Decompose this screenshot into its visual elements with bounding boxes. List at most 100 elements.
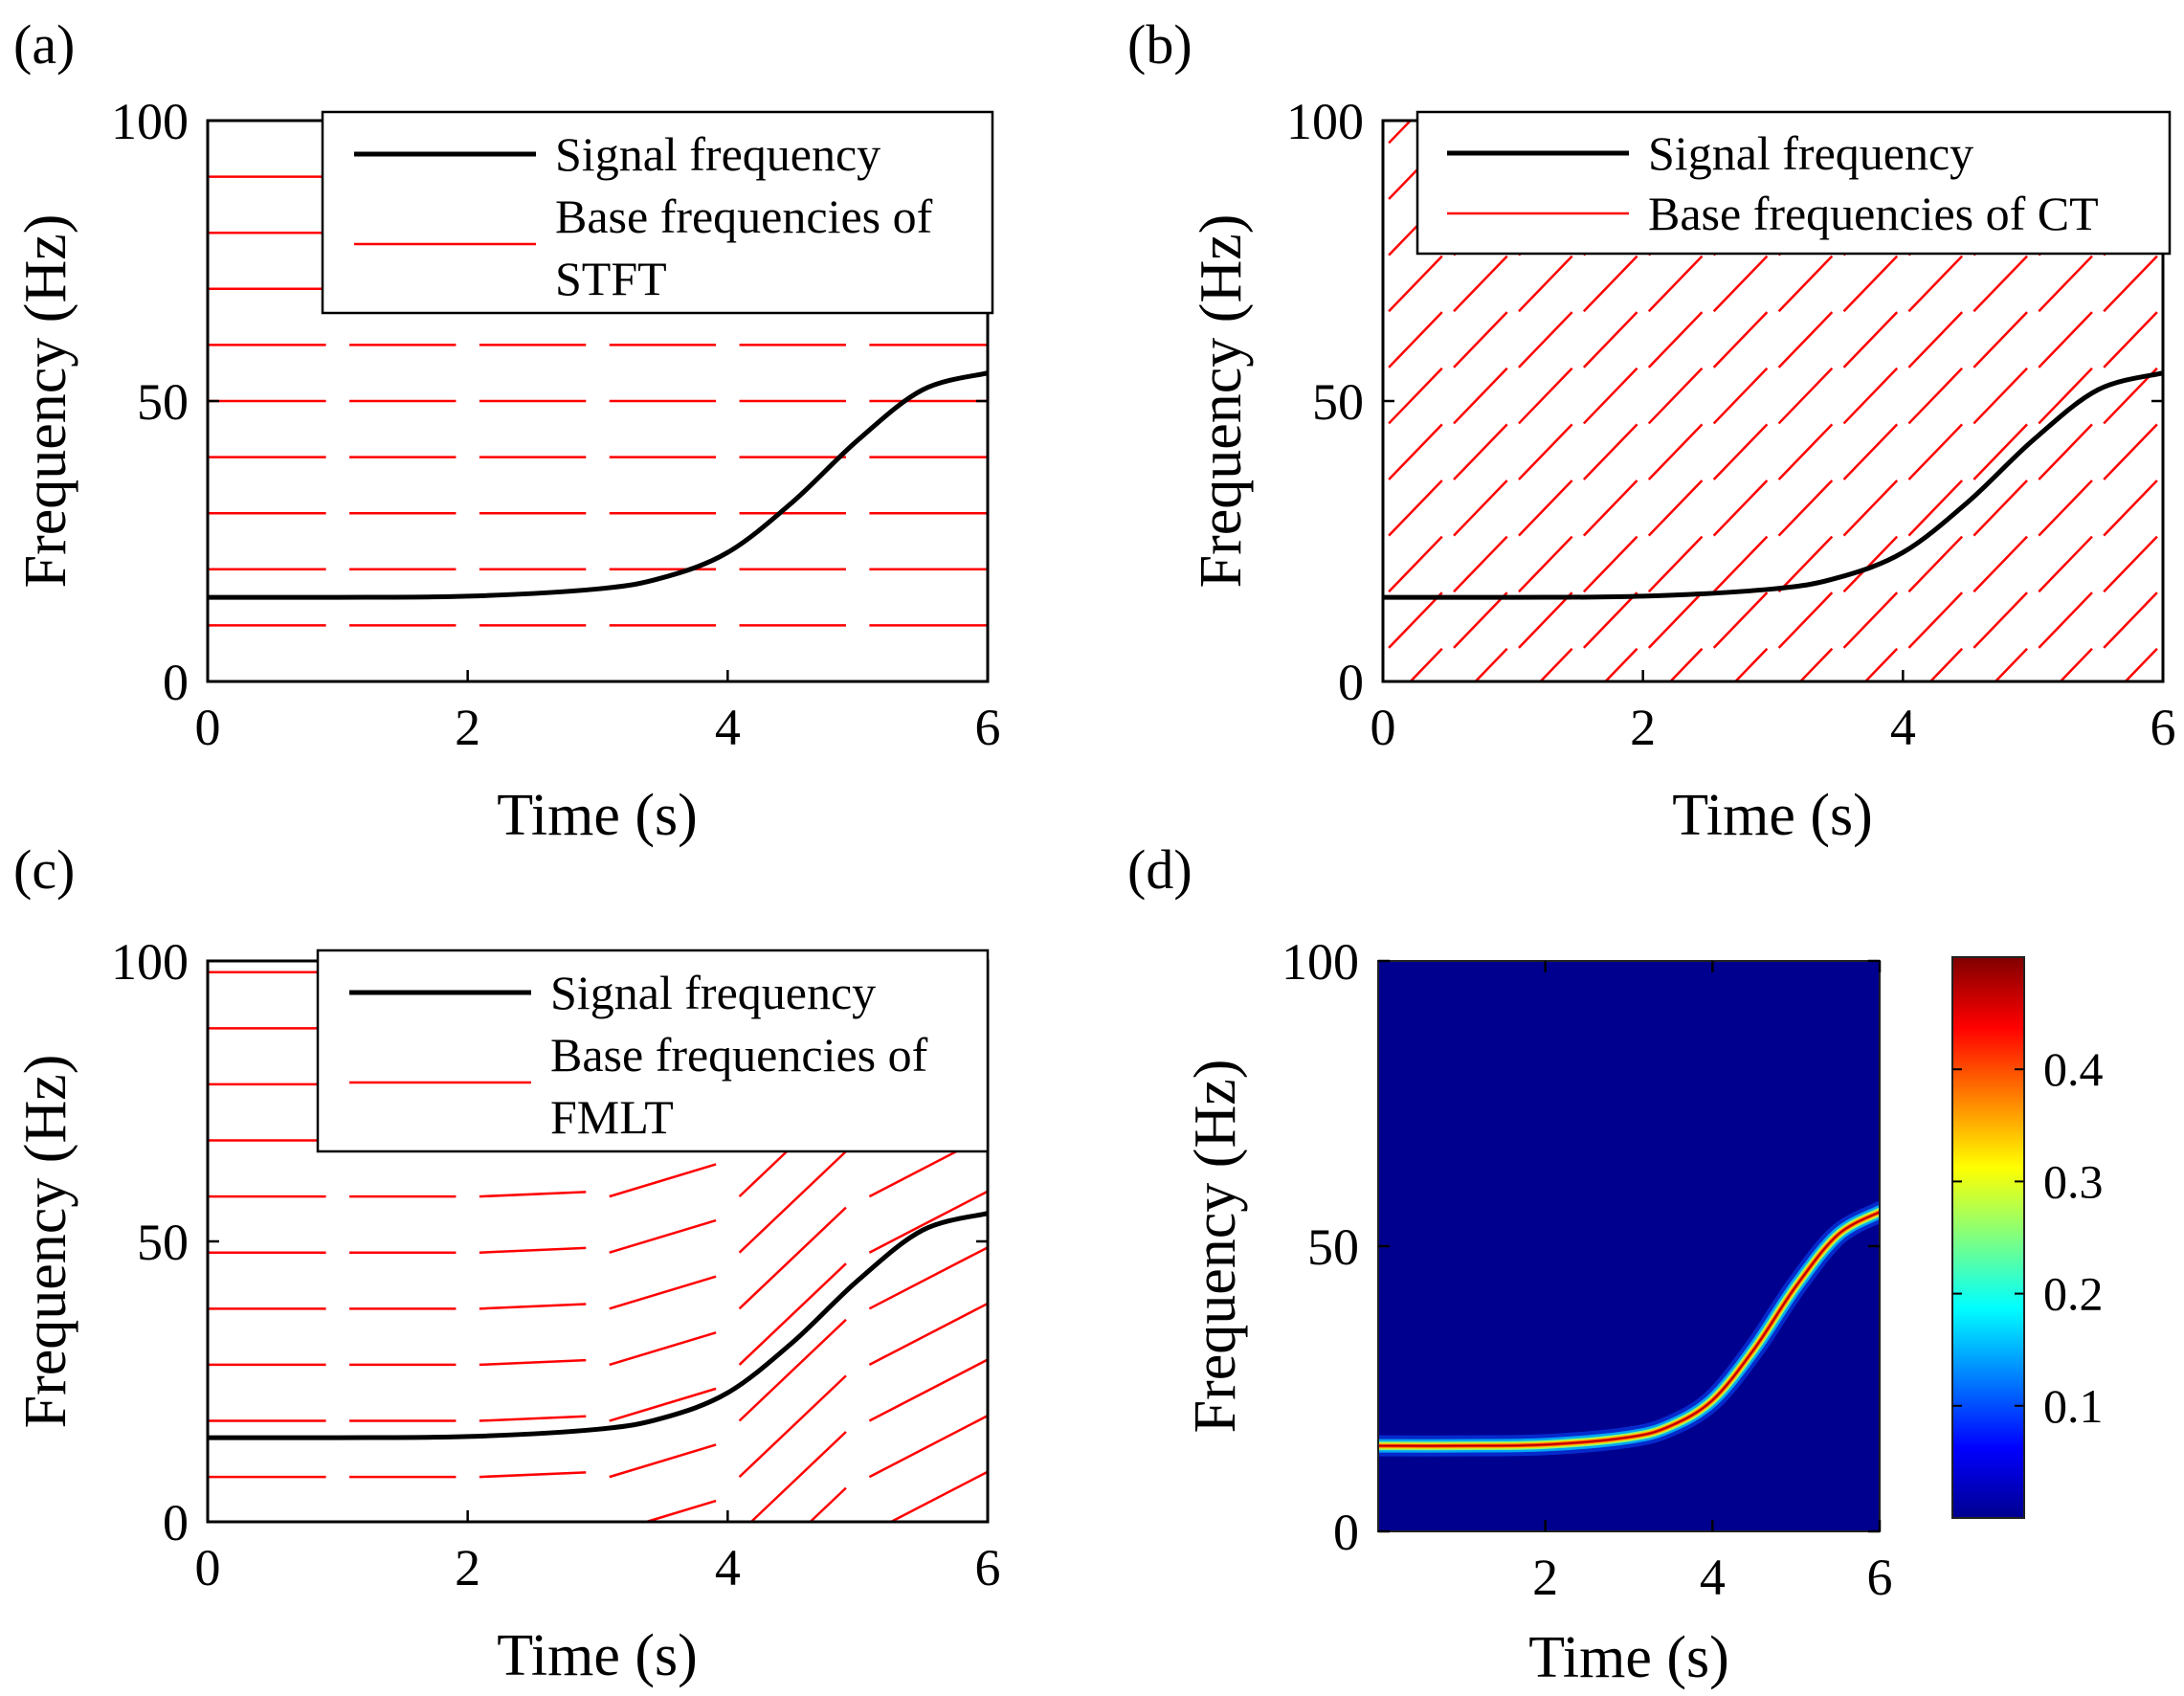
y-axis-label-a: Frequency (Hz) — [13, 214, 78, 589]
x-tick-label: 4 — [715, 1539, 741, 1596]
base-frequency-segment — [2124, 647, 2158, 682]
base-frequency-segment — [1907, 367, 1964, 425]
base-frequency-segment — [609, 1275, 717, 1310]
base-frequency-segment — [738, 1206, 847, 1310]
x-tick-label: 2 — [455, 699, 480, 756]
base-frequency-segment — [1518, 535, 1573, 593]
panel-c: (c) 0 2 4 6 0 50 100 Time (s) Frequency (Hz) S… — [13, 838, 1001, 1688]
x-tick-label: 6 — [1867, 1549, 1893, 1606]
base-frequency-segment — [738, 1150, 847, 1254]
x-tick-label: 4 — [1890, 699, 1916, 756]
base-frequency-segment — [868, 1190, 989, 1254]
base-frequency-segment — [1712, 423, 1769, 480]
base-frequency-segment — [1972, 311, 2028, 368]
heatmap-ridge — [1378, 1201, 1880, 1457]
legend-label-base-c-line2: FMLT — [550, 1090, 674, 1144]
base-frequency-segment — [2103, 480, 2158, 537]
base-frequency-segment — [2038, 480, 2093, 537]
y-tick-label: 50 — [1312, 373, 1364, 431]
legend-label-base-b: Base frequencies of CT — [1648, 187, 2099, 240]
base-frequency-segment — [1582, 591, 1638, 649]
base-frequency-segment — [1864, 647, 1899, 682]
base-frequency-segment — [609, 1443, 717, 1479]
y-axis-label-c: Frequency (Hz) — [13, 1055, 78, 1429]
legend-label-signal-b: Signal frequency — [1648, 126, 1973, 180]
base-frequency-segment — [1582, 480, 1638, 537]
colorbar: 0.1 0.2 0.3 0.4 — [1951, 956, 2104, 1519]
x-tick-label: 6 — [975, 699, 1001, 756]
ticks-c: 0 2 4 6 0 50 100 — [111, 933, 1001, 1596]
base-frequency-segment — [1388, 535, 1443, 593]
y-tick-label: 100 — [1281, 933, 1359, 991]
base-frequency-segment — [2038, 423, 2093, 480]
x-axis-label-a: Time (s) — [497, 783, 698, 848]
y-tick-label: 50 — [1307, 1218, 1359, 1276]
base-frequency-segment — [1453, 591, 1508, 649]
base-frequency-segment — [738, 1318, 847, 1422]
panel-a: (a) 0 2 4 6 0 50 100 Time (s) Frequency (Hz) S… — [13, 13, 1001, 848]
base-frequency-segment — [2103, 591, 2158, 649]
base-frequency-segment — [479, 1191, 587, 1198]
colorbar-tick-label: 0.2 — [2043, 1267, 2104, 1321]
y-axis-label-d: Frequency (Hz) — [1183, 1060, 1248, 1434]
base-frequency-segment — [1777, 311, 1834, 368]
base-frequency-segment — [738, 1374, 847, 1479]
base-frequency-segment — [2103, 423, 2158, 480]
legend-label-base-a-line1: Base frequencies of — [555, 190, 933, 243]
base-frequency-segment — [1582, 367, 1638, 425]
base-frequency-segment — [1453, 367, 1508, 425]
base-frequency-segment — [868, 1246, 989, 1310]
base-frequency-segment — [646, 1499, 717, 1524]
y-tick-label: 100 — [111, 933, 189, 991]
base-frequency-segment — [609, 1218, 717, 1254]
y-tick-label: 50 — [137, 373, 189, 431]
signal-frequency-line — [207, 1211, 989, 1440]
y-tick-label: 0 — [163, 654, 189, 711]
base-frequency-segment — [1669, 647, 1704, 682]
legend-box-b — [1415, 110, 2172, 256]
x-tick-label: 2 — [1532, 1549, 1558, 1606]
base-frequency-segment — [1712, 367, 1769, 425]
base-frequency-segment — [1842, 367, 1899, 425]
ticks-d: 2 4 6 0 50 100 — [1281, 933, 1893, 1606]
base-frequency-segment — [2038, 367, 2093, 425]
base-frequency-segment — [2103, 311, 2158, 368]
base-frequency-segment — [1842, 591, 1899, 649]
base-frequency-segment — [868, 1302, 989, 1367]
base-frequency-segment — [750, 1431, 847, 1523]
x-tick-label: 0 — [1371, 699, 1396, 756]
panel-label-b: (b) — [1127, 13, 1192, 76]
base-frequency-segment — [609, 1331, 717, 1367]
base-frequency-segment — [1777, 480, 1834, 537]
base-frequency-segment — [1647, 480, 1704, 537]
x-tick-label: 6 — [975, 1539, 1001, 1596]
base-frequency-segment — [809, 1486, 847, 1523]
base-frequency-segment — [1582, 423, 1638, 480]
base-frequency-segment — [609, 1387, 717, 1422]
y-tick-label: 100 — [111, 93, 189, 150]
base-frequency-segment — [479, 1303, 587, 1310]
base-frequency-segment — [1604, 647, 1638, 682]
y-tick-label: 0 — [163, 1494, 189, 1551]
base-frequency-segment — [2103, 535, 2158, 593]
base-frequency-segment — [2038, 591, 2093, 649]
base-frequency-segment — [1647, 591, 1704, 649]
base-frequency-segment — [1388, 423, 1443, 480]
base-frequency-segment — [1712, 255, 1769, 313]
y-tick-label: 100 — [1286, 93, 1364, 150]
colorbar-ticks: 0.1 0.2 0.3 0.4 — [1952, 1042, 2104, 1433]
base-frequency-segment — [2038, 535, 2093, 593]
base-frequency-segment — [1907, 535, 1964, 593]
x-tick-label: 2 — [455, 1539, 480, 1596]
signal-frequency-line — [207, 370, 989, 600]
base-frequency-segment — [479, 1358, 587, 1367]
base-frequency-segment — [1582, 255, 1638, 313]
colorbar-tick-label: 0.4 — [2043, 1042, 2104, 1096]
base-frequency-segment — [1995, 647, 2028, 682]
base-frequency-segment — [1929, 647, 1964, 682]
legend-c: Signal frequency Base frequencies of FML… — [316, 948, 990, 1153]
base-frequency-segment — [1647, 367, 1704, 425]
x-axis-label-d: Time (s) — [1528, 1625, 1729, 1690]
signal-frequency-line — [1382, 370, 2164, 600]
